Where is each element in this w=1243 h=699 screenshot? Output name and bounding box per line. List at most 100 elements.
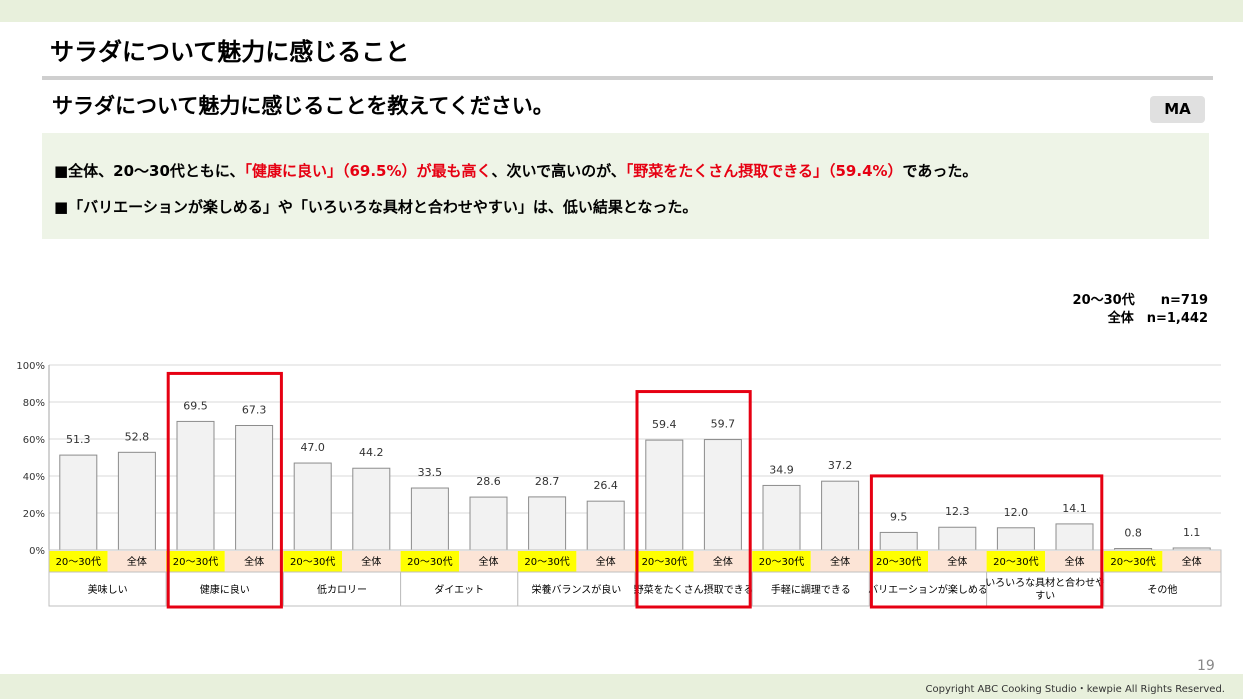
copyright-text: Copyright ABC Cooking Studio・kewpie All … — [925, 684, 1225, 695]
x-tick-label: 美味しい — [88, 583, 128, 596]
data-label: 9.5 — [890, 510, 908, 523]
series-label-cell — [400, 551, 460, 572]
x-tick-label: 手軽に調理できる — [771, 583, 851, 596]
bar — [1055, 523, 1094, 551]
series-label-cell — [1045, 551, 1104, 572]
series-label: 全体 — [713, 555, 733, 568]
data-label: 59.4 — [652, 418, 677, 431]
data-label: 12.3 — [945, 505, 970, 518]
series-label: 全体 — [1182, 555, 1202, 568]
data-label: 67.3 — [242, 403, 267, 416]
series-label-cell — [459, 551, 518, 572]
x-tick-label: バリエーションが楽しめる — [868, 583, 988, 596]
data-label: 69.5 — [183, 399, 208, 412]
x-tick-label: 健康に良い — [200, 583, 250, 596]
series-label-cell — [752, 551, 811, 572]
series-label: 20～30代 — [173, 556, 218, 568]
data-label: 14.1 — [1062, 502, 1087, 515]
y-tick-label: 80% — [23, 398, 45, 409]
x-tick-label: いろいろな具材と合わせや — [985, 576, 1105, 589]
label-table-border — [48, 549, 1222, 607]
summary-highlight-vegetables: 「野菜をたくさん摂取できる」（59.4%） — [625, 162, 903, 180]
y-tick-label: 40% — [23, 472, 45, 483]
x-tick-label: 野菜をたくさん摂取できる — [634, 583, 754, 596]
bar — [645, 439, 684, 551]
data-label: 37.2 — [828, 459, 853, 472]
sample-size-note: 20～30代 n=719 全体 n=1,442 — [1073, 292, 1208, 328]
bar — [352, 467, 391, 551]
series-label: 全体 — [947, 555, 967, 568]
series-label-cell — [576, 551, 635, 572]
bar — [528, 496, 567, 551]
x-tick-label: すい — [1035, 590, 1055, 602]
data-label: 44.2 — [359, 446, 384, 459]
series-label: 全体 — [244, 555, 264, 568]
series-label: 20～30代 — [56, 556, 101, 568]
data-label: 28.6 — [476, 475, 501, 488]
y-tick-label: 60% — [23, 435, 45, 446]
bottom-band — [0, 674, 1243, 699]
category-cell — [986, 571, 1105, 607]
series-label: 20～30代 — [290, 556, 335, 568]
x-tick-label: 低カロリー — [317, 583, 367, 596]
series-label-cell — [107, 551, 167, 572]
data-label: 52.8 — [125, 430, 150, 443]
data-label: 47.0 — [300, 441, 325, 454]
highlight-box — [166, 371, 283, 609]
highlight-box — [869, 474, 1104, 609]
category-cell — [751, 571, 870, 607]
series-label-cell — [1162, 551, 1221, 572]
bar — [235, 424, 274, 551]
series-label-cell — [810, 551, 870, 572]
series-label: 20～30代 — [759, 556, 804, 568]
series-label-cell — [517, 551, 577, 572]
data-label: 28.7 — [535, 475, 560, 488]
summary-text: ■全体、20～30代ともに、 — [54, 162, 245, 180]
bar — [293, 462, 332, 551]
summary-text: 、次いで高いのが、 — [491, 162, 626, 180]
series-label: 全体 — [1065, 555, 1085, 568]
bar — [938, 526, 977, 551]
series-label: 20～30代 — [524, 556, 569, 568]
bar — [117, 451, 156, 551]
bar — [469, 496, 508, 551]
page-number: 19 — [1197, 658, 1215, 674]
x-tick-label: その他 — [1147, 583, 1177, 596]
bar — [762, 484, 801, 551]
summary-line-1: ■全体、20～30代ともに、「健康に良い」（69.5%）が最も高く、次いで高いの… — [54, 160, 977, 181]
series-label-cell — [693, 551, 753, 572]
highlight-box — [635, 390, 752, 609]
data-label: 59.7 — [711, 418, 736, 431]
series-label-cell — [49, 551, 108, 572]
series-label-cell — [166, 551, 225, 572]
category-cell — [400, 571, 519, 607]
y-tick-label: 100% — [16, 361, 45, 372]
summary-text: であった。 — [902, 162, 978, 180]
bar — [410, 487, 449, 551]
x-tick-label: 栄養バランスが良い — [531, 583, 621, 596]
y-tick-label: 0% — [29, 546, 45, 557]
x-tick-label: ダイエット — [434, 583, 484, 596]
sample-size-all: 全体 n=1,442 — [1107, 311, 1208, 326]
category-cell — [1103, 571, 1222, 607]
bar — [879, 531, 918, 551]
summary-box: ■全体、20～30代ともに、「健康に良い」（69.5%）が最も高く、次いで高いの… — [42, 133, 1209, 239]
series-label: 20～30代 — [876, 556, 921, 568]
bar — [996, 527, 1035, 551]
series-label-cell — [869, 551, 928, 572]
series-label: 全体 — [361, 555, 381, 568]
summary-highlight-health: 「健康に良い」（69.5%）が最も高く — [244, 162, 492, 180]
series-label-cell — [283, 551, 342, 572]
series-label-cell — [342, 551, 401, 572]
data-label: 34.9 — [769, 463, 794, 476]
series-label-cell — [1103, 551, 1163, 572]
y-tick-label: 20% — [23, 509, 45, 520]
bar — [703, 439, 742, 551]
slide-title: サラダについて魅力に感じること — [50, 38, 410, 66]
question-text: サラダについて魅力に感じることを教えてください。 — [52, 94, 554, 118]
bar — [176, 420, 215, 551]
summary-line-2: ■「バリエーションが楽しめる」や「いろいろな具材と合わせやすい」は、低い結果とな… — [54, 198, 698, 216]
series-label-cell — [928, 551, 987, 572]
category-cell — [282, 571, 402, 607]
